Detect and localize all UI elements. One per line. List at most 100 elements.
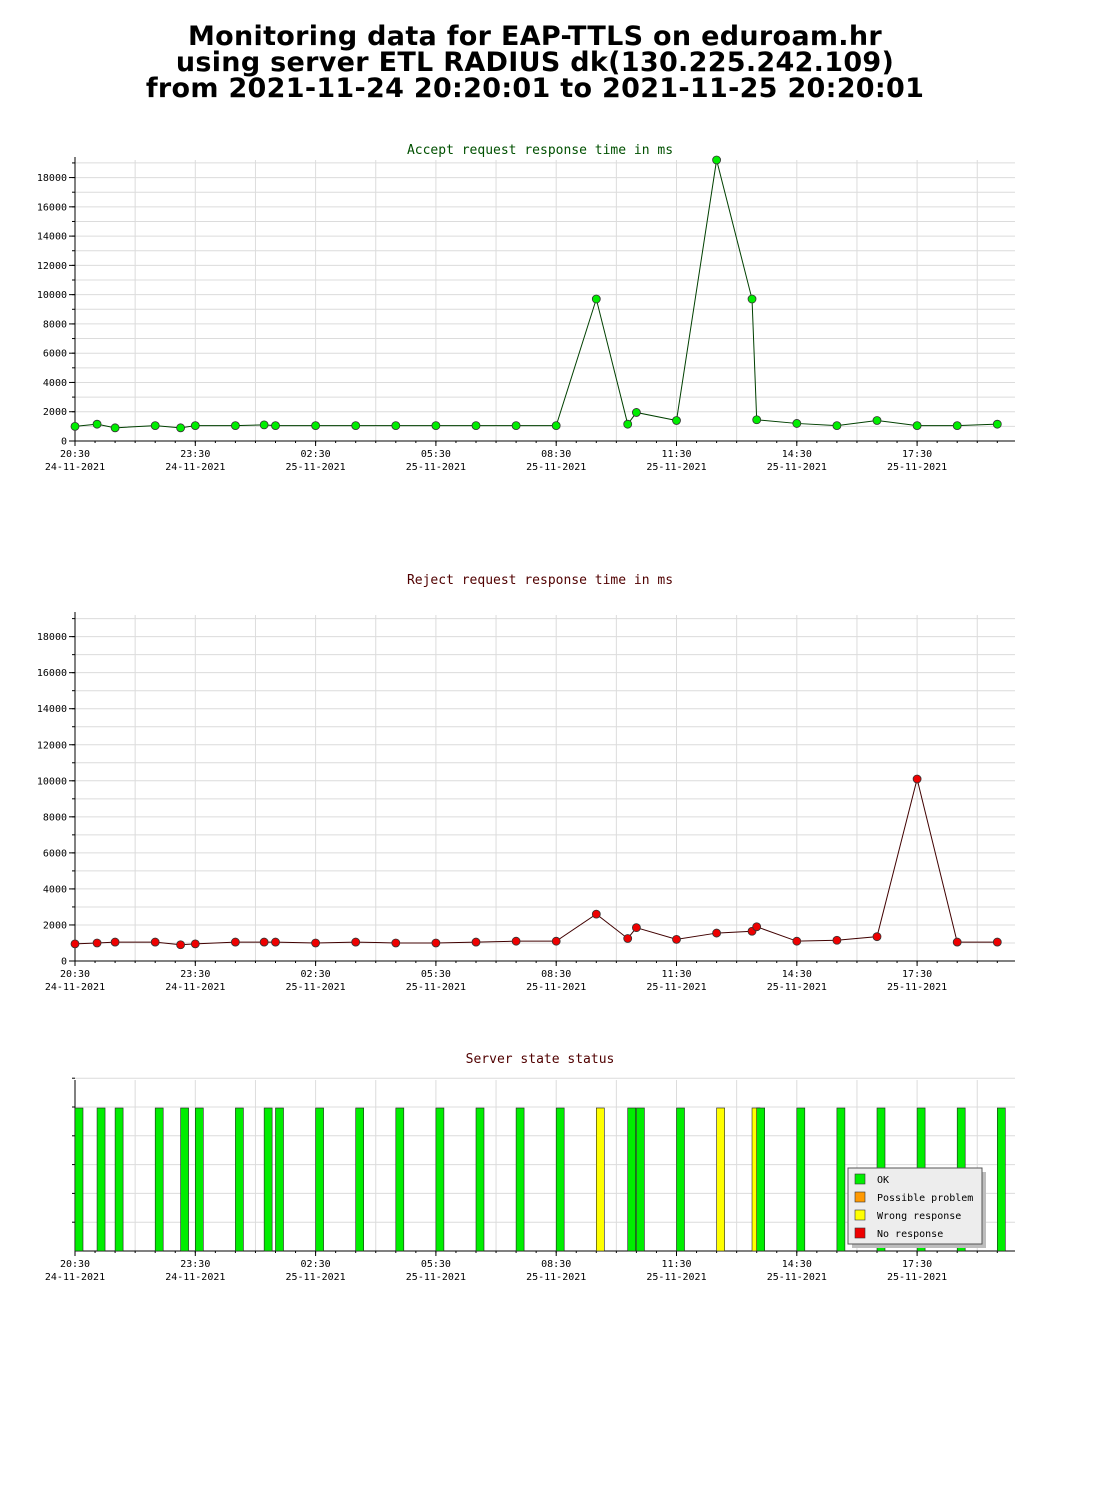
- data-point: [110, 423, 120, 433]
- data-point: [190, 421, 200, 431]
- x-tick-label-date: 25-11-2021: [887, 1272, 947, 1283]
- status-bar: [114, 1107, 124, 1252]
- data-point: [832, 935, 842, 945]
- legend-swatch: [854, 1191, 866, 1203]
- x-tick-label-time: 17:30: [902, 1259, 932, 1270]
- data-point: [271, 421, 280, 431]
- data-point: [952, 937, 962, 947]
- x-tick-label-date: 25-11-2021: [406, 982, 466, 993]
- status-bar: [355, 1107, 365, 1252]
- legend-swatch: [854, 1227, 866, 1239]
- status-bar: [636, 1107, 645, 1252]
- status-bar: [627, 1107, 637, 1252]
- data-point: [70, 939, 80, 949]
- chart-title: Reject request response time in ms: [407, 573, 673, 588]
- x-tick-label-date: 25-11-2021: [406, 462, 466, 473]
- x-tick-label-time: 08:30: [541, 449, 571, 460]
- legend-box: [847, 1167, 983, 1245]
- y-tick-label: 18000: [37, 173, 67, 184]
- status-bar: [195, 1107, 204, 1252]
- x-tick-label-date: 25-11-2021: [767, 462, 827, 473]
- y-tick-label: 14000: [37, 704, 67, 715]
- x-tick-label-time: 05:30: [421, 449, 451, 460]
- title-line-2: using server ETL RADIUS dk(130.225.242.1…: [175, 47, 895, 78]
- x-tick-label-time: 20:30: [60, 969, 90, 980]
- chart-title: Accept request response time in ms: [407, 143, 673, 158]
- data-point: [471, 421, 481, 431]
- y-tick-label: 16000: [37, 202, 67, 213]
- status-bar: [180, 1107, 189, 1252]
- x-tick-label-time: 14:30: [782, 449, 812, 460]
- y-tick-label: 2000: [43, 920, 67, 931]
- x-tick-label-time: 14:30: [782, 1259, 812, 1270]
- data-point: [351, 421, 361, 431]
- data-point: [632, 923, 641, 933]
- status-bar: [275, 1107, 284, 1252]
- legend-swatch: [854, 1209, 866, 1221]
- x-tick-label-time: 11:30: [661, 449, 691, 460]
- legend-label: Possible problem: [877, 1193, 973, 1204]
- legend-swatch: [854, 1173, 866, 1185]
- y-tick-label: 6000: [43, 848, 67, 859]
- x-tick-label-date: 24-11-2021: [165, 1272, 225, 1283]
- chart-title: Server state status: [466, 1052, 615, 1067]
- status-bar: [756, 1107, 766, 1252]
- status-bar: [74, 1107, 84, 1252]
- status-bar: [796, 1107, 806, 1252]
- status-bar: [996, 1107, 1006, 1252]
- x-tick-label-time: 02:30: [301, 449, 331, 460]
- data-point: [712, 155, 721, 165]
- x-tick-label-date: 24-11-2021: [45, 982, 105, 993]
- legend-label: OK: [877, 1175, 889, 1186]
- data-point: [912, 774, 922, 784]
- data-point: [431, 421, 441, 431]
- x-tick-label-time: 23:30: [180, 1259, 210, 1270]
- x-tick-label-date: 25-11-2021: [646, 1272, 706, 1283]
- data-point: [259, 937, 269, 947]
- status-bar: [315, 1107, 324, 1252]
- x-tick-label-date: 25-11-2021: [887, 982, 947, 993]
- status-bar: [395, 1107, 405, 1252]
- title-line-3: from 2021-11-24 20:20:01 to 2021-11-25 2…: [145, 73, 925, 104]
- status-bar: [263, 1107, 273, 1252]
- status-bar: [676, 1107, 685, 1252]
- data-point: [992, 419, 1002, 429]
- data-point: [792, 936, 802, 946]
- data-point: [230, 421, 240, 431]
- data-point: [752, 922, 762, 932]
- data-point: [351, 937, 361, 947]
- status-bar: [475, 1107, 485, 1252]
- chart-accept: Accept request response time in ms 20:30 2…: [37, 143, 1015, 473]
- status-bar: [235, 1107, 244, 1252]
- y-tick-label: 0: [61, 957, 67, 968]
- y-tick-label: 0: [61, 437, 67, 448]
- data-point: [872, 416, 882, 425]
- data-point: [150, 937, 160, 947]
- data-point: [190, 939, 200, 949]
- data-point: [259, 420, 269, 430]
- data-point: [431, 938, 441, 948]
- x-tick-label-date: 25-11-2021: [526, 1272, 586, 1283]
- data-point: [872, 932, 882, 942]
- x-tick-label-time: 11:30: [661, 1259, 691, 1270]
- status-bar: [154, 1107, 164, 1252]
- data-point: [230, 937, 240, 947]
- data-point: [271, 937, 280, 947]
- data-point: [110, 937, 120, 947]
- y-tick-label: 2000: [43, 407, 67, 418]
- y-tick-label: 14000: [37, 232, 67, 243]
- data-point: [752, 415, 762, 425]
- data-point: [623, 419, 633, 429]
- data-point: [591, 294, 601, 304]
- x-tick-label-date: 24-11-2021: [165, 462, 225, 473]
- x-tick-label-time: 17:30: [902, 449, 932, 460]
- y-tick-label: 16000: [37, 668, 67, 679]
- x-tick-label-time: 17:30: [902, 969, 932, 980]
- title-line-1: Monitoring data for EAP-TTLS on eduroam.…: [188, 21, 882, 52]
- status-bar: [435, 1107, 445, 1252]
- x-tick-label-date: 25-11-2021: [646, 982, 706, 993]
- data-point: [92, 938, 102, 948]
- data-point: [150, 421, 160, 431]
- data-point: [832, 421, 842, 431]
